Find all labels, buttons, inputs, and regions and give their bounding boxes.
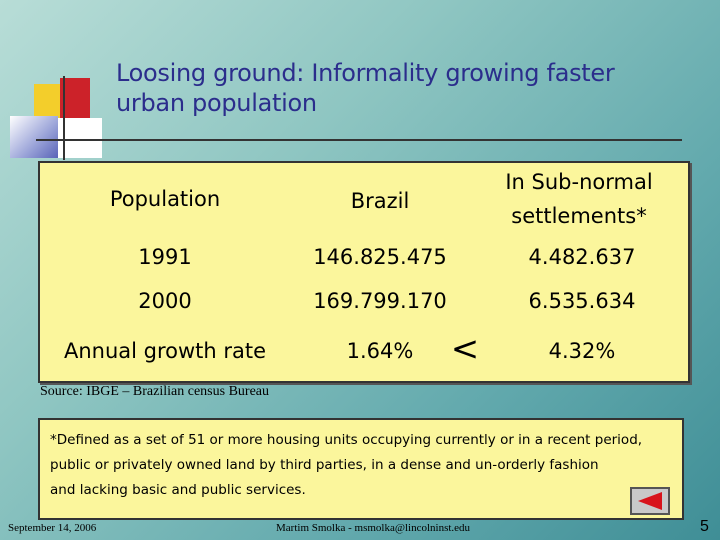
header-population: Population xyxy=(109,187,221,211)
row-2000-brazil: 169.799.170 xyxy=(313,289,447,313)
slide-title: Loosing ground: Informality growing fast… xyxy=(116,58,696,118)
decor-red-square xyxy=(60,78,90,122)
definition-note-box: *Defined as a set of 51 or more housing … xyxy=(38,418,684,520)
population-table: Population Brazil In Sub-normal settleme… xyxy=(38,161,690,383)
row-growth-brazil: 1.64% xyxy=(346,339,414,363)
definition-note-text: *Defined as a set of 51 or more housing … xyxy=(50,428,670,503)
decor-blue-square xyxy=(10,116,58,158)
header-brazil: Brazil xyxy=(350,189,410,213)
slide-title-line1: Loosing ground: Informality growing fast… xyxy=(116,59,615,87)
decor-vertical-line xyxy=(63,76,65,160)
footer-date: September 14, 2006 xyxy=(8,522,97,534)
back-button[interactable] xyxy=(630,487,670,515)
header-subnormal-line1: In Sub-normal xyxy=(505,170,653,194)
row-growth-label: Annual growth rate xyxy=(63,339,267,363)
left-triangle-icon xyxy=(638,492,662,510)
row-2000-subnormal: 6.535.634 xyxy=(528,289,636,313)
header-subnormal-line2: settlements* xyxy=(511,204,647,228)
row-2000-label: 2000 xyxy=(138,289,192,313)
note-line2: public or privately owned land by third … xyxy=(50,457,599,473)
row-1991-label: 1991 xyxy=(138,245,192,269)
footer-author: Martim Smolka - msmolka@lincolninst.edu xyxy=(276,522,471,534)
decor-white-square xyxy=(58,118,102,158)
row-1991-brazil: 146.825.475 xyxy=(313,245,447,269)
row-1991-subnormal: 4.482.637 xyxy=(528,245,636,269)
less-than-symbol: < xyxy=(450,329,480,369)
title-divider-line xyxy=(36,139,682,141)
note-line3: and lacking basic and public services. xyxy=(50,482,306,498)
row-growth-subnormal: 4.32% xyxy=(548,339,616,363)
header-subnormal-settlements: In Sub-normal settlements* xyxy=(470,165,688,233)
note-line1: *Defined as a set of 51 or more housing … xyxy=(50,432,643,448)
slide-title-line2: urban population xyxy=(116,89,317,117)
source-note: Source: IBGE – Brazilian census Bureau xyxy=(40,384,269,399)
page-number: 5 xyxy=(700,518,709,535)
